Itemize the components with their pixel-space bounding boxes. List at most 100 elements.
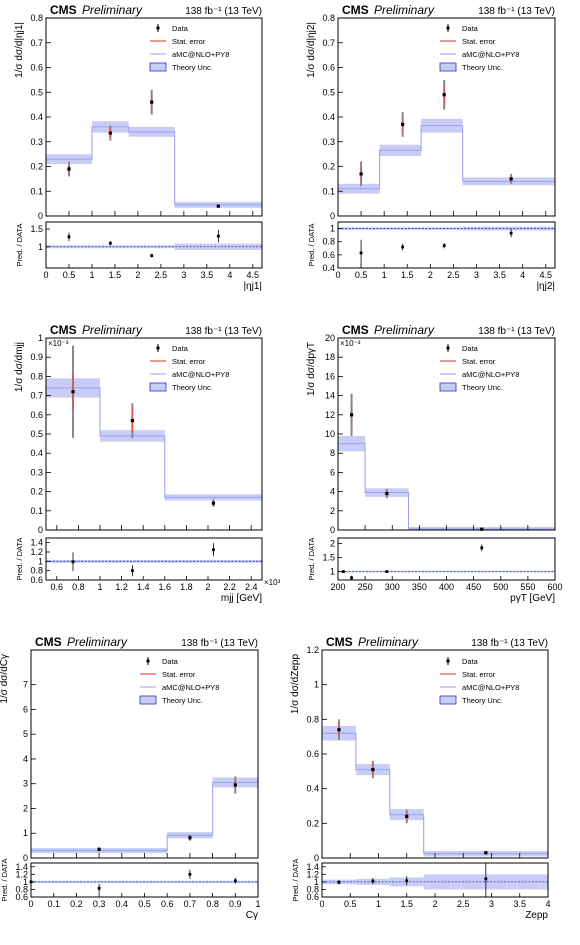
- ratio-point: [108, 241, 112, 245]
- ratio-band-bin: [379, 227, 422, 230]
- x-tick-label: 3: [181, 270, 186, 280]
- x-exponent: ×10³: [264, 578, 281, 587]
- preliminary-label: Preliminary: [358, 635, 419, 649]
- ratio-band-bin: [338, 570, 366, 573]
- cms-label: CMS: [342, 3, 369, 17]
- x-tick-label: 0.1: [47, 899, 60, 909]
- x-tick-label: 2.4: [245, 582, 258, 592]
- legend-band-marker: [139, 695, 157, 705]
- x-tick-label: 3.5: [493, 270, 506, 280]
- legend-label: Data: [462, 24, 479, 33]
- x-tick-label: 0.3: [93, 899, 106, 909]
- ratio-y-axis-label: Pred. / DATA: [0, 858, 9, 901]
- ratio-point: [484, 877, 488, 881]
- lumi-label: 138 fb⁻¹ (13 TeV): [181, 638, 258, 649]
- cms-label: CMS: [326, 635, 353, 649]
- cms-label: CMS: [342, 323, 369, 337]
- data-point: [337, 728, 341, 732]
- x-tick-label: 350: [412, 582, 427, 592]
- data-point: [71, 390, 75, 394]
- y-tick-label: 0: [314, 853, 319, 863]
- y-tick-label: 0.2: [322, 162, 335, 172]
- data-point: [150, 100, 154, 104]
- panel-eta_j2: CMS Preliminary 138 fb⁻¹ (13 TeV) 0 0.1 0.2 0.…: [306, 3, 556, 292]
- y-tick-label: 0.2: [30, 487, 43, 497]
- legend-label: Theory Unc.: [172, 383, 213, 392]
- x-tick-label: 0.5: [355, 270, 368, 280]
- x-tick-label: 0.6: [161, 899, 174, 909]
- x-tick-label: 4.5: [247, 270, 260, 280]
- legend: Data Stat. error aMC@NLO+PY8 Theory Unc.: [139, 657, 219, 705]
- ratio-frame: [45, 221, 263, 269]
- ratio-y-axis-label: Pred. / DATA: [15, 537, 24, 580]
- y-tick-label: 0: [330, 211, 335, 221]
- ratio-point: [442, 244, 446, 248]
- x-tick-label: 500: [493, 582, 508, 592]
- x-tick-label: 0.4: [116, 899, 129, 909]
- x-tick-label: 2.5: [155, 270, 168, 280]
- y-tick-label: 14: [325, 391, 335, 401]
- ratio-band-bin: [338, 227, 380, 230]
- ratio-point: [97, 886, 101, 890]
- y-tick-label: 12: [325, 410, 335, 420]
- ratio-y-tick-label: 0.6: [322, 250, 335, 260]
- lumi-label: 138 fb⁻¹ (13 TeV): [471, 638, 548, 649]
- x-axis-label: pγT [GeV]: [510, 593, 555, 604]
- legend-label: aMC@NLO+PY8: [172, 370, 229, 379]
- y-tick-label: 1.2: [306, 645, 319, 655]
- legend-label: Theory Unc.: [462, 63, 503, 72]
- ratio-point: [67, 235, 71, 239]
- x-tick-label: 0.8: [72, 582, 85, 592]
- y-axis-label: 1/σ dσ/dCγ: [0, 654, 10, 704]
- data-point: [233, 783, 237, 787]
- x-tick-label: 200: [330, 582, 345, 592]
- preliminary-label: Preliminary: [67, 635, 128, 649]
- data-point: [509, 177, 513, 181]
- legend-label: Stat. error: [462, 670, 496, 679]
- y-axis-label: 1/σ dσ/d|ηj2|: [306, 22, 317, 78]
- ratio-point: [233, 879, 237, 883]
- x-tick-label: 3.5: [201, 270, 214, 280]
- y-tick-label: 0.6: [322, 63, 335, 73]
- ratio-y-tick-label: 0.8: [15, 884, 28, 894]
- y-tick-label: 20: [325, 333, 335, 343]
- y-exponent: ×10⁻³: [340, 339, 361, 348]
- data-point: [188, 836, 192, 840]
- data-point: [484, 851, 488, 855]
- x-tick-label: 1: [97, 582, 102, 592]
- y-tick-label: 3: [23, 779, 28, 789]
- ratio-band-bin: [421, 227, 463, 230]
- y-tick-label: 0.2: [306, 818, 319, 828]
- legend-label: Stat. error: [172, 37, 206, 46]
- x-tick-label: 4: [545, 899, 550, 909]
- ratio-point: [480, 546, 484, 550]
- ratio-y-axis-label: Pred. / DATA: [307, 537, 316, 580]
- legend: Data Stat. error aMC@NLO+PY8 Theory Unc.: [439, 344, 519, 392]
- legend-label: Theory Unc.: [172, 63, 213, 72]
- x-tick-label: 1.6: [159, 582, 172, 592]
- y-tick-label: 0.4: [322, 112, 335, 122]
- y-tick-label: 0.6: [30, 410, 43, 420]
- y-tick-label: 0.3: [30, 137, 43, 147]
- x-tick-label: 1.5: [109, 270, 122, 280]
- legend-label: Theory Unc.: [162, 696, 203, 705]
- legend-label: Data: [172, 24, 189, 33]
- main-frame: [45, 17, 263, 217]
- ratio-y-tick-label: 1: [38, 242, 43, 252]
- x-tick-label: 2.5: [447, 270, 460, 280]
- ratio-y-axis-label: Pred. / DATA: [15, 223, 24, 266]
- ratio-y-tick-label: 1.5: [322, 553, 335, 563]
- y-tick-label: 0.8: [30, 13, 43, 23]
- x-tick-label: 4: [520, 270, 525, 280]
- x-tick-label: 2: [432, 899, 437, 909]
- x-tick-label: 0.2: [70, 899, 83, 909]
- x-tick-label: 1.5: [400, 899, 413, 909]
- x-tick-label: 2.5: [457, 899, 470, 909]
- y-tick-label: 0.5: [30, 87, 43, 97]
- y-tick-label: 0.8: [306, 714, 319, 724]
- y-axis-label: 1/σ dσ/dmjj: [14, 342, 25, 392]
- ratio-point: [509, 231, 513, 235]
- y-tick-label: 1: [23, 828, 28, 838]
- legend-band-marker: [439, 382, 457, 392]
- legend-label: Data: [162, 657, 179, 666]
